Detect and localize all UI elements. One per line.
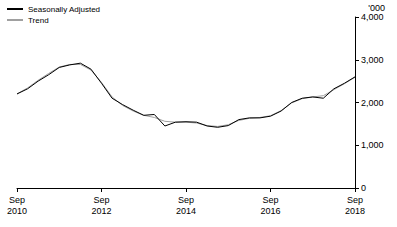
svg-text:2010: 2010 [7,206,27,216]
svg-text:4,000: 4,000 [361,12,384,22]
svg-text:2016: 2016 [260,206,280,216]
svg-text:Sep: Sep [93,195,109,205]
svg-text:2012: 2012 [91,206,111,216]
svg-text:3,000: 3,000 [361,55,384,65]
svg-text:1,000: 1,000 [361,140,384,150]
svg-text:2018: 2018 [345,206,365,216]
svg-text:2,000: 2,000 [361,98,384,108]
svg-text:Sep: Sep [178,195,194,205]
svg-text:Sep: Sep [347,195,363,205]
svg-text:Trend: Trend [28,16,49,25]
svg-text:2014: 2014 [176,206,196,216]
svg-text:'000: '000 [368,3,385,14]
svg-text:0: 0 [361,183,366,193]
svg-text:Sep: Sep [262,195,278,205]
svg-text:Seasonally Adjusted: Seasonally Adjusted [28,5,100,14]
svg-text:Sep: Sep [9,195,25,205]
